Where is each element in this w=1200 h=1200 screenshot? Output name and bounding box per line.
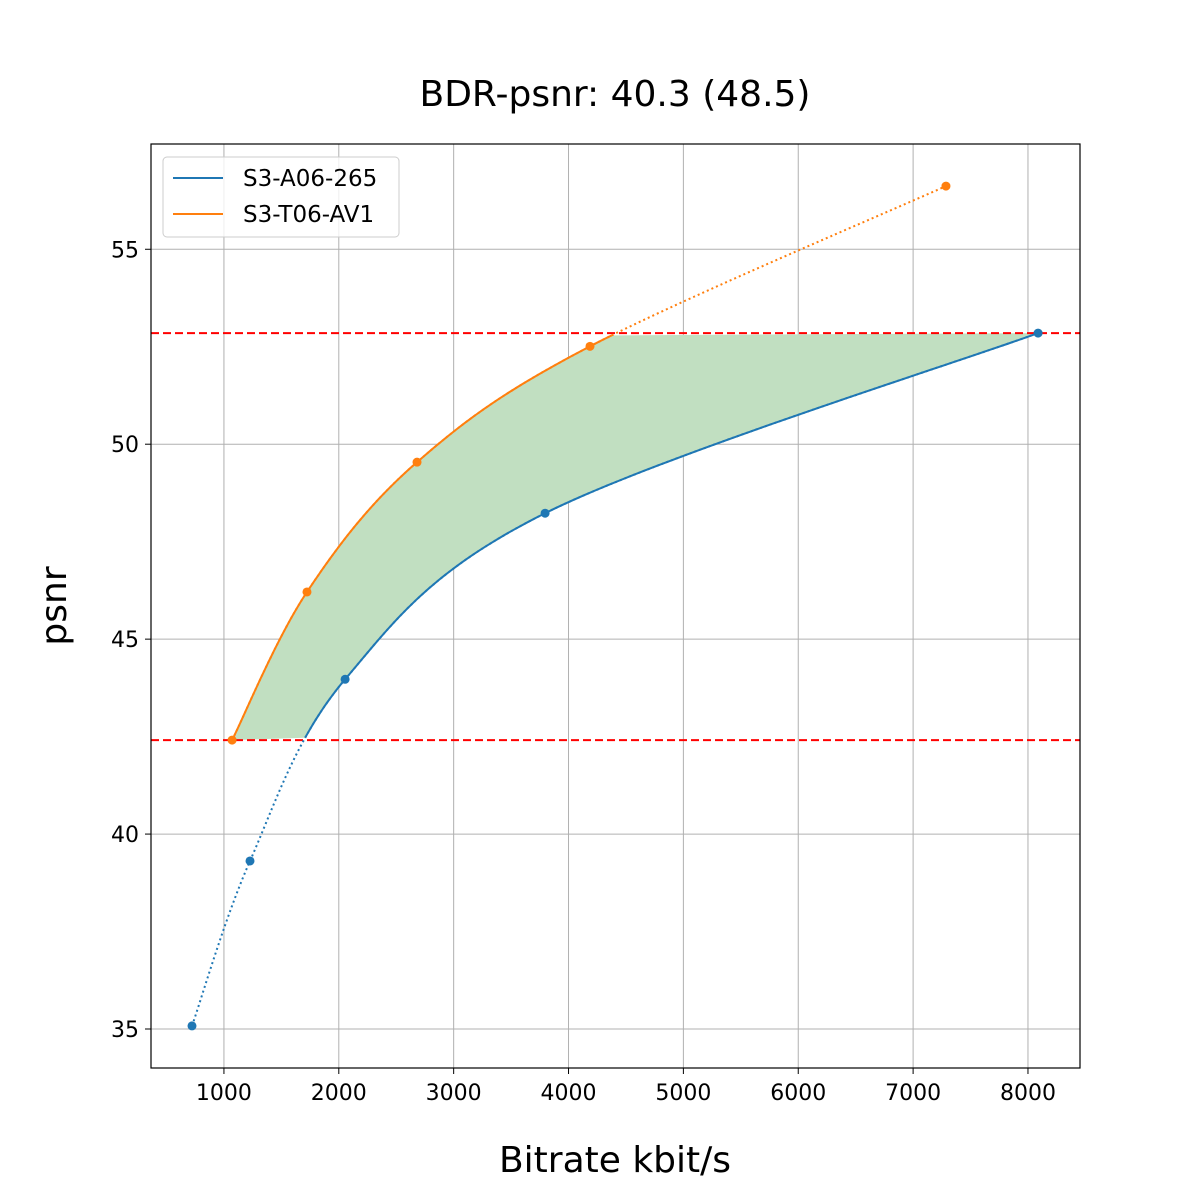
data-point [187, 1021, 197, 1031]
series-line [304, 332, 1039, 739]
legend-label-0: S3-A06-265 [243, 166, 377, 192]
chart-title: BDR-psnr: 40.3 (48.5) [420, 74, 811, 115]
data-point [340, 674, 350, 684]
data-point [245, 856, 255, 866]
series-curves [187, 181, 1043, 1031]
legend: S3-A06-265 S3-T06-AV1 [162, 156, 400, 238]
y-axis-label: psnr [34, 566, 75, 645]
series-line [231, 334, 613, 741]
data-point [540, 508, 550, 518]
data-point [227, 735, 237, 745]
ticks: 1000 2000 3000 4000 5000 6000 7000 8000 35 40 45 50… [111, 238, 1056, 1106]
data-point [1033, 328, 1043, 338]
x-axis-label: Bitrate kbit/s [499, 1140, 731, 1181]
y-tick-label: 40 [111, 823, 139, 848]
y-tick-label: 55 [111, 238, 139, 263]
grid [151, 144, 1080, 1068]
y-tick-label: 50 [111, 433, 139, 458]
y-tick-label: 45 [111, 628, 139, 653]
x-tick-label: 3000 [426, 1081, 482, 1106]
y-tick-label: 35 [111, 1018, 139, 1043]
data-point [941, 181, 951, 191]
bd-area-fill [232, 333, 1039, 741]
bd-area [232, 333, 1039, 741]
data-point [412, 457, 422, 467]
x-tick-label: 4000 [541, 1081, 597, 1106]
x-tick-label: 7000 [885, 1081, 941, 1106]
data-point [302, 587, 312, 597]
legend-label-1: S3-T06-AV1 [243, 202, 374, 228]
x-tick-label: 2000 [311, 1081, 367, 1106]
x-tick-label: 6000 [770, 1081, 826, 1106]
reference-lines [151, 332, 1080, 742]
x-tick-label: 8000 [1000, 1081, 1056, 1106]
x-tick-label: 5000 [655, 1081, 711, 1106]
data-point [585, 341, 595, 351]
x-tick-label: 1000 [196, 1081, 252, 1106]
plot-frame [150, 143, 1081, 1069]
